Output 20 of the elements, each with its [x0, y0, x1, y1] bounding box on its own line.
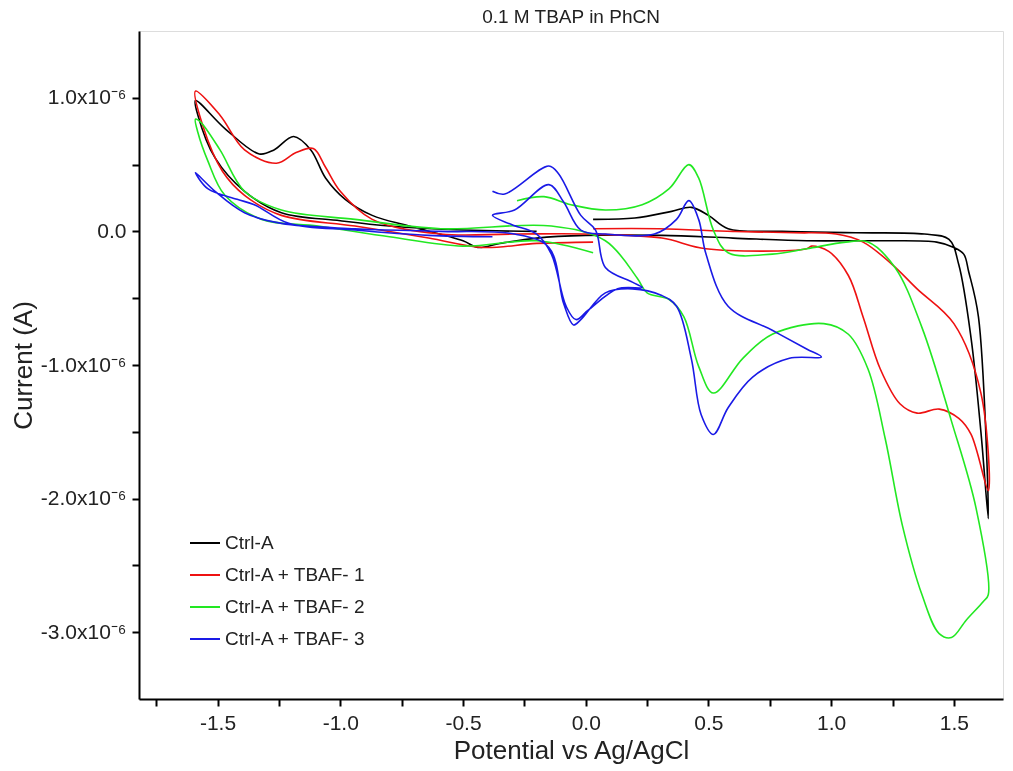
line-series	[194, 165, 823, 436]
x-tick-label: 1.0	[817, 710, 847, 734]
chart-title: 0.1 M TBAP in PhCN	[482, 6, 660, 27]
legend-label: Ctrl-A + TBAF- 2	[225, 596, 365, 617]
y-tick-label: 0.0	[97, 218, 127, 242]
y-tick-label: -1.0x10⁻⁶	[40, 352, 127, 376]
x-tick-label: -1.5	[199, 710, 237, 734]
x-tick-label: 0.0	[571, 710, 601, 734]
x-tick-label: 0.5	[694, 710, 724, 734]
y-tick-label: 1.0x10⁻⁶	[47, 85, 127, 109]
y-tick-label: -2.0x10⁻⁶	[40, 486, 127, 510]
legend-label: Ctrl-A + TBAF- 1	[225, 564, 365, 585]
legend-label: Ctrl-A + TBAF- 3	[225, 628, 365, 649]
y-axis-title: Current (A)	[7, 301, 38, 430]
x-axis-title: Potential vs Ag/AgCl	[453, 734, 690, 765]
x-tick-label: -1.0	[322, 710, 359, 734]
y-tick-label: -3.0x10⁻⁶	[40, 619, 127, 643]
x-tick-label: -0.5	[445, 710, 482, 734]
x-tick-label: 1.5	[939, 710, 970, 734]
legend-label: Ctrl-A	[225, 532, 274, 553]
